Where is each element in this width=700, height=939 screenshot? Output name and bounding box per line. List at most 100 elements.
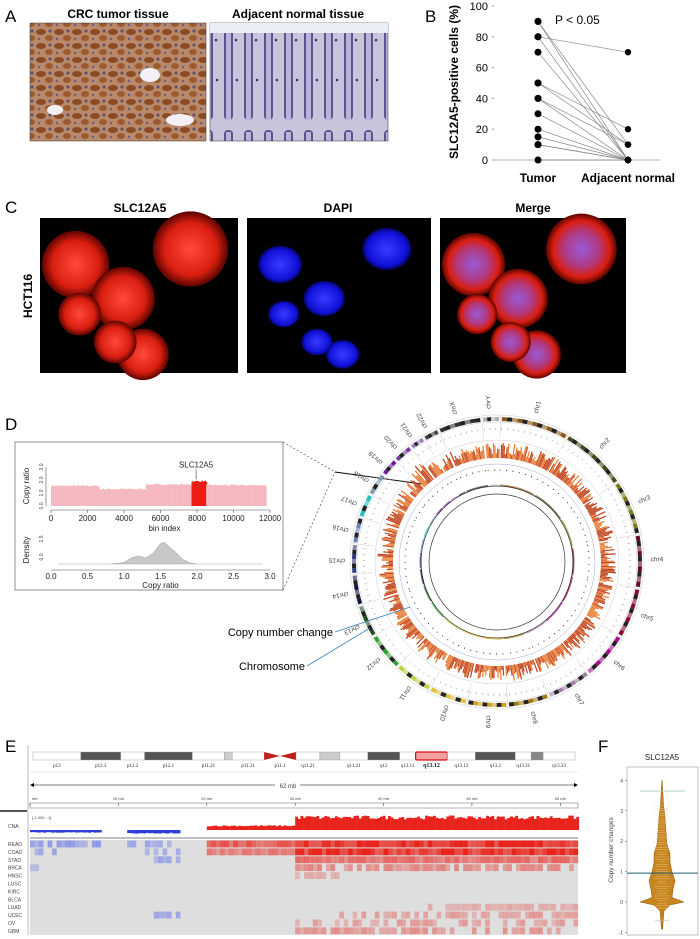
inner-tick-dot [578, 603, 580, 605]
copy-ratio-bin [71, 485, 74, 506]
copy-number-bar [500, 444, 503, 459]
inner-tick-dot [409, 531, 411, 533]
chromosome-band [372, 483, 379, 490]
cna-bar [374, 818, 378, 830]
copy-number-bar [600, 546, 612, 550]
band-label: q13.11 [401, 764, 415, 769]
heatmap-cell [551, 919, 557, 927]
cna-bar [98, 830, 102, 833]
copy-number-bar [571, 485, 578, 491]
copy-number-bar [399, 505, 407, 512]
copy-number-bar [514, 447, 518, 460]
panel-label-f: F [598, 737, 608, 756]
copy-number-bar [512, 664, 516, 674]
y-tick-label: 0 [482, 155, 488, 167]
band-p12.3 [80, 751, 121, 761]
copy-number-bar [399, 618, 411, 626]
band-label: q13.13 [455, 764, 469, 769]
heatmap-cell [511, 927, 517, 935]
cna-bar [43, 830, 47, 833]
heatmap-cell [498, 848, 504, 856]
scale-tick [613, 499, 616, 501]
chromosome-band [637, 571, 642, 577]
copy-number-bar [386, 548, 394, 551]
chromosome-band [629, 513, 636, 520]
cna-bar [382, 815, 386, 830]
heatmap-cell [352, 856, 358, 864]
heatmap-cell [312, 840, 318, 848]
heatmap-cell [432, 864, 437, 872]
heatmap-cell [449, 903, 455, 911]
heatmap-cell [423, 927, 428, 935]
heatmap-cell [564, 911, 570, 919]
heatmap-cell [383, 927, 389, 935]
inner-chromosome-arc [436, 507, 443, 515]
copy-ratio-bin [52, 485, 54, 506]
chromosome-band [430, 687, 438, 694]
chromosome-separator [350, 542, 375, 547]
cancer-label-BLCA: BLCA [8, 897, 22, 903]
heatmap-cell [237, 848, 243, 856]
copy-ratio-bin [224, 485, 227, 506]
heatmap-cell [330, 872, 336, 879]
copy-number-bar [465, 662, 471, 678]
scale-tick [429, 445, 432, 448]
copy-number-bar [409, 492, 416, 498]
heatmap-cell [480, 911, 486, 919]
copy-number-bar [549, 651, 557, 661]
chromosome-ideogram-frame [508, 692, 549, 709]
copy-ratio-bin [120, 488, 122, 506]
copy-number-bar [597, 585, 612, 591]
copy-number-bar [563, 477, 569, 483]
heatmap-cell [555, 911, 561, 919]
copy-ratio-bin [128, 488, 130, 506]
cna-bar [425, 815, 428, 830]
copy-number-bar [527, 661, 532, 672]
copy-number-bar [463, 452, 468, 463]
cna-bar [270, 825, 274, 830]
copy-ratio-bin [92, 485, 95, 506]
heatmap-cell [410, 927, 415, 935]
heatmap-cell [387, 864, 393, 872]
scale-tick [599, 645, 601, 647]
chromosome-band [630, 603, 636, 610]
copy-number-bar [584, 501, 591, 507]
inner-tick-dot [547, 485, 549, 487]
heatmap-cell [321, 872, 327, 879]
heatmap-cell [277, 840, 283, 848]
chromosome-separator [557, 432, 570, 454]
copy-number-bar [465, 449, 471, 462]
copy-number-bar [382, 564, 394, 567]
chromosome-ideogram-frame [367, 473, 386, 496]
cna-bar [249, 825, 253, 830]
heatmap-cell [158, 856, 163, 864]
chromosome-band [625, 616, 631, 623]
cna-bar [541, 818, 545, 830]
inner-tick-dot [512, 470, 514, 472]
chromosome-separator [602, 625, 624, 639]
cna-bar [259, 825, 263, 830]
heatmap-cell [458, 848, 464, 856]
heatmap-cell [383, 856, 389, 864]
cna-bar [238, 825, 242, 830]
copy-number-bar [525, 451, 530, 463]
heatmap-cell [511, 911, 517, 919]
copy-number-bar [397, 610, 406, 616]
nucleus [268, 300, 300, 328]
chromosome-band [352, 544, 357, 550]
scale-tick [412, 458, 414, 460]
scale-tick [374, 507, 377, 509]
chromosome-band [636, 540, 642, 547]
heatmap-cell [242, 840, 247, 848]
copy-number-bar [406, 484, 419, 495]
copy-number-bar [435, 648, 440, 654]
scale-tick [395, 474, 398, 477]
copy-number-bar [593, 599, 605, 605]
copy-ratio-bin [211, 485, 213, 506]
copy-ratio-bin [173, 484, 175, 506]
inner-tick-dot [418, 511, 421, 513]
heatmap-cell [295, 864, 300, 872]
heatmap-cell [520, 903, 526, 911]
tumor-point [534, 110, 542, 118]
copy-number-bar [491, 665, 494, 678]
